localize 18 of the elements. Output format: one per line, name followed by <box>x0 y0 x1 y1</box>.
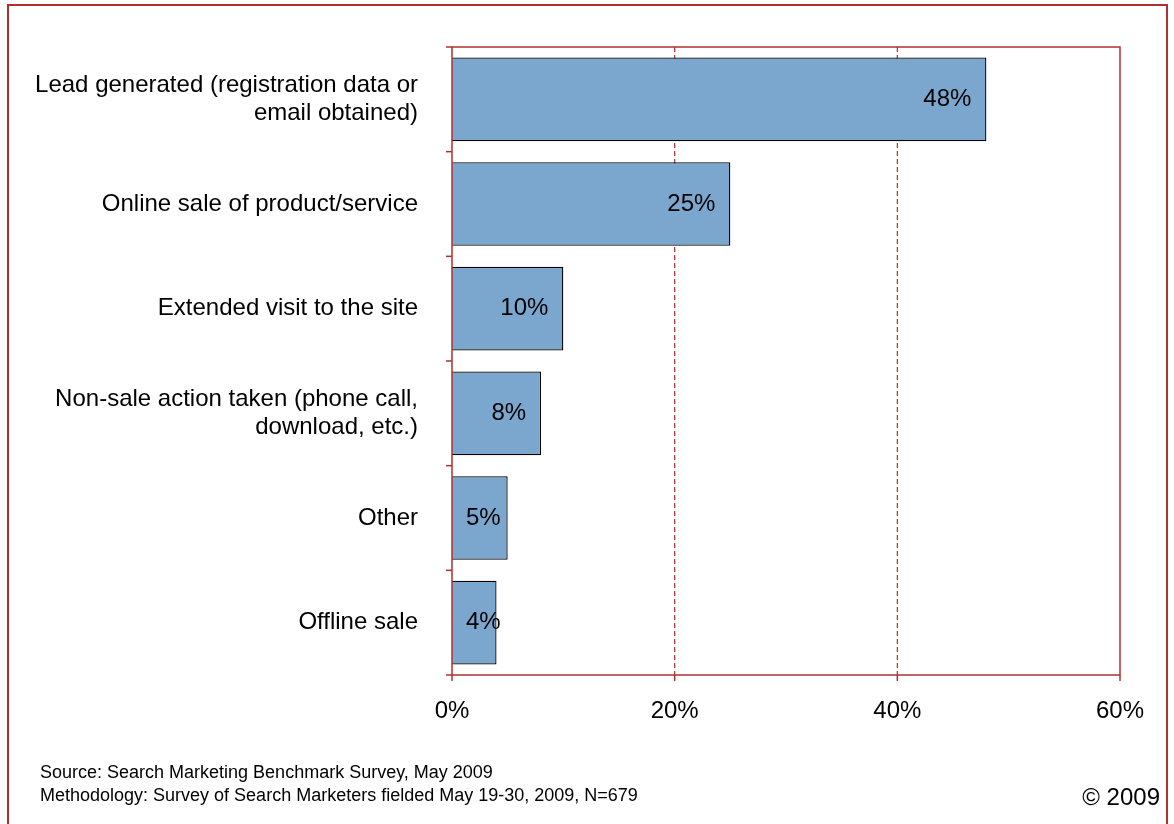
y-tick-label: Offline sale <box>298 607 418 635</box>
x-tick-label: 0% <box>434 696 470 724</box>
text: Methodology: Survey of Search Marketers fielded May 19-30, 2009, N=679 <box>40 785 638 805</box>
data-label: 5% <box>466 502 501 530</box>
y-tick-label: Non-sale action taken (phone call, download, etc.) <box>55 383 418 440</box>
data-label: 48% <box>923 83 972 111</box>
y-tick-label: Other <box>357 502 418 530</box>
y-tick-label: Online sale of product/service <box>101 188 418 216</box>
source-note: Source: Search Marketing Benchmark Survey, May 2009 <box>40 762 493 782</box>
data-label: 10% <box>500 293 549 321</box>
x-tick-label: 20% <box>650 696 699 724</box>
x-tick-label: 60% <box>1095 696 1145 724</box>
data-label: 8% <box>491 397 527 425</box>
data-label: 25% <box>667 188 716 216</box>
y-tick-label: Lead generated (registration data or email obtained) <box>35 69 419 126</box>
y-tick-label: Extended visit to the site <box>157 293 418 321</box>
x-tick-label: 40% <box>873 696 922 724</box>
text: © 2009 <box>1082 783 1160 810</box>
